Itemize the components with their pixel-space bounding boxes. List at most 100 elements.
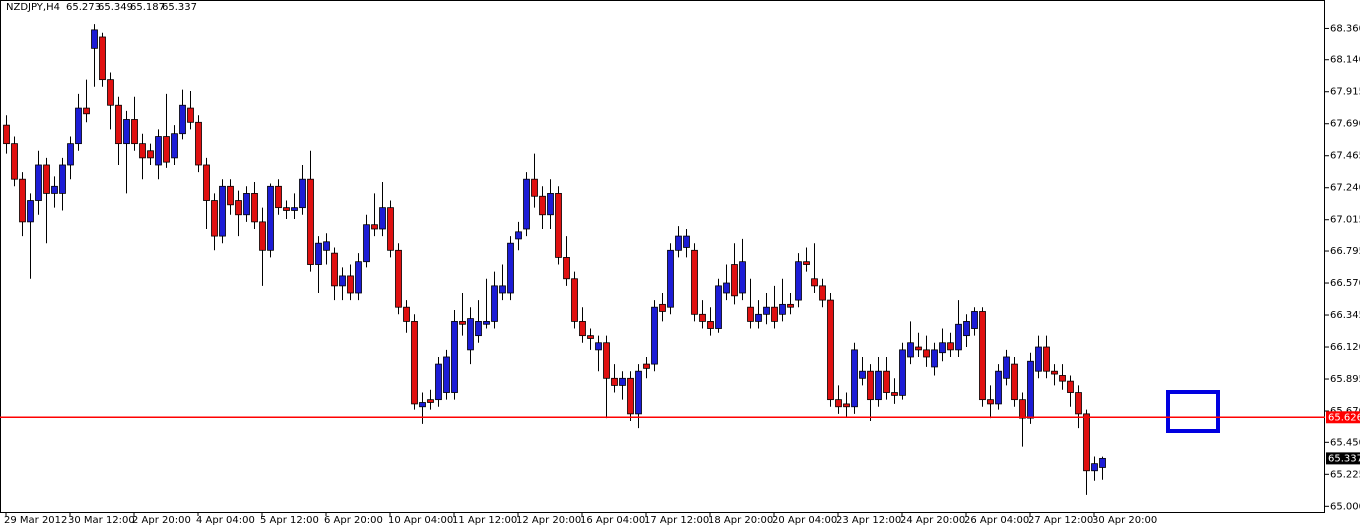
candle-body: [891, 392, 898, 396]
candle-body: [1091, 463, 1098, 472]
candle-body: [203, 164, 210, 201]
candle-body: [835, 399, 842, 408]
candle-body: [267, 185, 274, 251]
candle-body: [651, 306, 658, 365]
candle-body: [723, 282, 730, 294]
candle-body: [819, 285, 826, 301]
candle-body: [355, 261, 362, 294]
candle-body: [1003, 356, 1010, 379]
candle-body: [1083, 413, 1090, 472]
candle-body: [643, 363, 650, 369]
x-tick-label: 11 Apr 12:00: [452, 515, 517, 526]
candle-body: [195, 121, 202, 166]
candle-body: [635, 370, 642, 415]
candle-body: [363, 224, 370, 263]
candle-body: [1051, 370, 1058, 375]
candle-body: [403, 306, 410, 322]
x-tick-label: 24 Apr 20:00: [900, 515, 965, 526]
candle-body: [291, 207, 298, 211]
level-label: 65.626: [1328, 412, 1360, 423]
candle-body: [571, 278, 578, 322]
y-tick-label: 66.120: [1330, 342, 1360, 353]
y-tick-label: 67.240: [1330, 183, 1360, 194]
y-tick-label: 66.345: [1330, 310, 1360, 321]
y-tick-label: 67.690: [1330, 119, 1360, 130]
candle-body: [659, 303, 666, 312]
candle-body: [1043, 346, 1050, 372]
header-low: 65.187: [130, 2, 165, 13]
candle-body: [595, 342, 602, 351]
x-tick-label: 27 Apr 12:00: [1028, 515, 1093, 526]
candle-body: [731, 264, 738, 297]
candle-body: [523, 178, 530, 230]
candle-body: [667, 249, 674, 308]
candle-body: [459, 321, 466, 325]
y-tick-label: 65.000: [1330, 501, 1360, 512]
x-tick-label: 2 Apr 20:00: [132, 515, 191, 526]
header-close: 65.337: [162, 2, 197, 13]
x-tick-label: 18 Apr 20:00: [708, 515, 773, 526]
candle-body: [99, 36, 106, 81]
candle-body: [747, 306, 754, 322]
y-tick-label: 65.450: [1330, 437, 1360, 448]
candle-body: [691, 249, 698, 315]
candle-body: [331, 252, 338, 287]
candle-body: [851, 349, 858, 408]
candle-body: [147, 150, 154, 159]
x-tick-label: 12 Apr 20:00: [516, 515, 581, 526]
candle-body: [675, 235, 682, 251]
candle-body: [843, 403, 850, 408]
candle-body: [123, 119, 130, 145]
candle-body: [11, 143, 18, 180]
candle-body: [963, 321, 970, 337]
candle-body: [467, 318, 474, 351]
candle-body: [579, 321, 586, 337]
candle-body: [43, 164, 50, 194]
candle-body: [75, 107, 82, 145]
candle-body: [339, 275, 346, 287]
price-label-bg: [1326, 452, 1360, 465]
candle-body: [83, 107, 90, 115]
candle-body: [683, 235, 690, 248]
y-tick-label: 66.570: [1330, 278, 1360, 289]
price-label: 65.337: [1328, 453, 1360, 464]
candle-body: [947, 342, 954, 351]
y-tick-label: 67.465: [1330, 151, 1360, 162]
y-tick-label: 68.360: [1330, 23, 1360, 34]
candle-body: [939, 342, 946, 354]
candle-body: [115, 104, 122, 145]
candle-body: [539, 195, 546, 216]
candle-body: [883, 370, 890, 393]
candle-body: [531, 178, 538, 197]
candle-body: [563, 257, 570, 280]
candle-body: [859, 370, 866, 379]
candle-body: [1035, 346, 1042, 372]
candle-body: [3, 124, 10, 145]
header-high: 65.349: [98, 2, 133, 13]
candle-body: [171, 133, 178, 159]
candle-body: [475, 321, 482, 337]
y-tick-label: 68.140: [1330, 55, 1360, 66]
candle-body: [219, 185, 226, 237]
candle-body: [739, 261, 746, 294]
candle-body: [547, 193, 554, 216]
candle-body: [619, 377, 626, 386]
candle-body: [1059, 375, 1066, 382]
x-tick-label: 30 Mar 12:00: [68, 515, 135, 526]
candle-body: [603, 342, 610, 379]
candle-body: [411, 321, 418, 405]
y-tick-label: 65.895: [1330, 374, 1360, 385]
candle-body: [555, 193, 562, 258]
candle-body: [307, 178, 314, 265]
candle-body: [299, 178, 306, 209]
candle-body: [443, 356, 450, 393]
candle-body: [931, 349, 938, 368]
candle-body: [379, 207, 386, 230]
candle-body: [427, 399, 434, 403]
candle-body: [875, 370, 882, 401]
candle-body: [1011, 363, 1018, 401]
candle-body: [915, 346, 922, 351]
x-tick-label: 5 Apr 12:00: [260, 515, 319, 526]
candle-body: [187, 107, 194, 123]
